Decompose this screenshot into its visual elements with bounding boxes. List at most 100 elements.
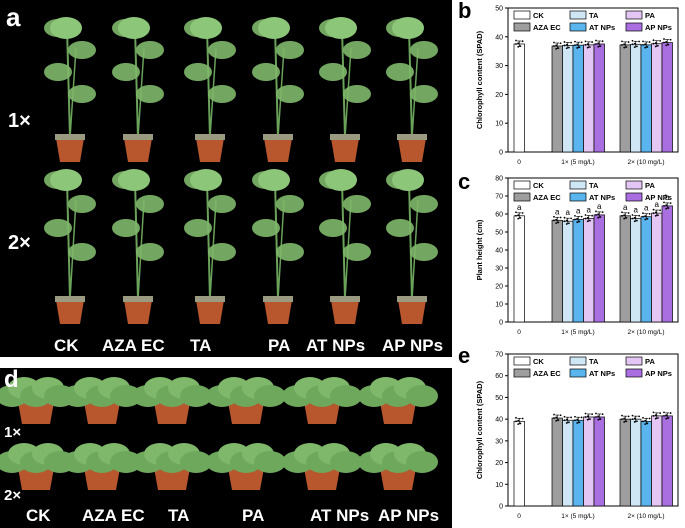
- data-point: [517, 42, 520, 45]
- data-point: [642, 212, 644, 215]
- plant-pot: [18, 468, 54, 490]
- row-label-1x: 1×: [4, 424, 22, 441]
- data-point: [644, 215, 647, 217]
- data-point: [565, 223, 568, 225]
- plant-leaf: [110, 451, 142, 473]
- y-tick-label: 30: [495, 438, 503, 445]
- bar: [572, 419, 584, 507]
- data-point: [599, 216, 602, 218]
- legend-label: AT NPs: [589, 193, 615, 202]
- data-point: [553, 413, 555, 416]
- legend-label: AZA EC: [533, 193, 561, 202]
- data-point: [652, 411, 655, 414]
- panel-letter-c: c: [458, 169, 471, 194]
- plant-pot: [124, 300, 152, 324]
- data-point: [517, 45, 520, 48]
- y-tick-label: 50: [495, 6, 503, 13]
- bar: [651, 43, 663, 153]
- legend-swatch: [569, 180, 587, 190]
- data-point: [578, 46, 581, 49]
- bar: [562, 419, 574, 507]
- y-tick-label: 40: [495, 34, 503, 41]
- x-tick-label: 2× (10 mg/L): [627, 329, 664, 336]
- data-point: [563, 415, 566, 418]
- plant-pot: [228, 468, 264, 490]
- data-point: [559, 42, 562, 45]
- plant-leaf: [208, 195, 236, 213]
- data-point: [627, 415, 630, 418]
- data-point: [595, 39, 597, 42]
- data-point: [627, 212, 630, 214]
- y-axis-label: Plant height (cm): [475, 219, 484, 280]
- data-point: [591, 214, 593, 217]
- legend-label: AP NPs: [645, 193, 672, 202]
- bar: [583, 218, 595, 323]
- bar: [640, 420, 652, 507]
- plant: [206, 377, 286, 424]
- y-tick-label: 10: [495, 302, 503, 309]
- data-point: [654, 211, 657, 214]
- plant-leaf: [410, 195, 438, 213]
- plant-leaf: [258, 169, 290, 191]
- group-label: TA: [168, 506, 190, 525]
- data-point: [654, 215, 657, 217]
- data-point: [597, 415, 600, 418]
- plant-leaf: [319, 219, 347, 237]
- data-point: [563, 220, 566, 223]
- plant-pot: [304, 468, 340, 490]
- plant-leaf: [330, 451, 362, 473]
- data-point: [589, 219, 591, 222]
- data-point: [589, 46, 591, 48]
- plant-stem: [341, 179, 346, 301]
- plant-stem: [66, 179, 71, 301]
- data-point: [574, 40, 576, 43]
- data-point: [570, 41, 572, 44]
- y-tick-label: 30: [495, 266, 503, 273]
- plant-photo-d: [0, 377, 438, 490]
- data-point: [633, 421, 636, 423]
- plant-pot: [196, 300, 224, 324]
- data-point: [597, 45, 600, 48]
- data-point: [659, 209, 661, 212]
- legend-swatch: [569, 192, 587, 202]
- data-point: [636, 45, 638, 48]
- y-tick-label: 70: [495, 194, 503, 201]
- data-point: [595, 214, 597, 216]
- legend-swatch: [625, 10, 643, 20]
- data-point: [553, 45, 555, 47]
- data-point: [578, 421, 581, 424]
- bar: [593, 214, 605, 323]
- legend-swatch: [513, 180, 531, 190]
- group-label: PA: [268, 336, 291, 355]
- row-label-2x: 2×: [4, 487, 22, 504]
- group-label: AZA EC: [102, 336, 165, 355]
- data-point: [621, 43, 623, 46]
- y-tick-label: 50: [495, 230, 503, 237]
- legend-label: CK: [533, 181, 544, 190]
- plant-leaf: [343, 41, 371, 59]
- legend-swatch: [625, 22, 643, 32]
- panel-letter-e: e: [458, 343, 471, 368]
- group-label: AZA EC: [82, 506, 145, 525]
- plant: [358, 377, 438, 424]
- data-point: [559, 414, 562, 417]
- plant-leaf: [276, 243, 304, 261]
- legend-label: AZA EC: [533, 23, 561, 32]
- data-point: [515, 214, 517, 217]
- plant-leaf: [208, 85, 236, 103]
- plant-pot: [196, 138, 224, 162]
- panel-letter-b: b: [458, 0, 472, 23]
- y-tick-label: 50: [495, 395, 503, 402]
- data-point: [555, 419, 558, 422]
- data-point: [663, 414, 665, 417]
- plant-pot: [380, 468, 416, 490]
- data-point: [663, 38, 665, 40]
- plant-pot: [56, 300, 84, 324]
- data-point: [667, 207, 670, 209]
- plant-leaf: [180, 385, 212, 407]
- x-tick-label: 2× (10 mg/L): [627, 159, 664, 166]
- data-point: [667, 43, 670, 46]
- y-tick-label: 0: [499, 150, 503, 157]
- significance-letter: a: [634, 206, 639, 215]
- data-point: [621, 214, 623, 217]
